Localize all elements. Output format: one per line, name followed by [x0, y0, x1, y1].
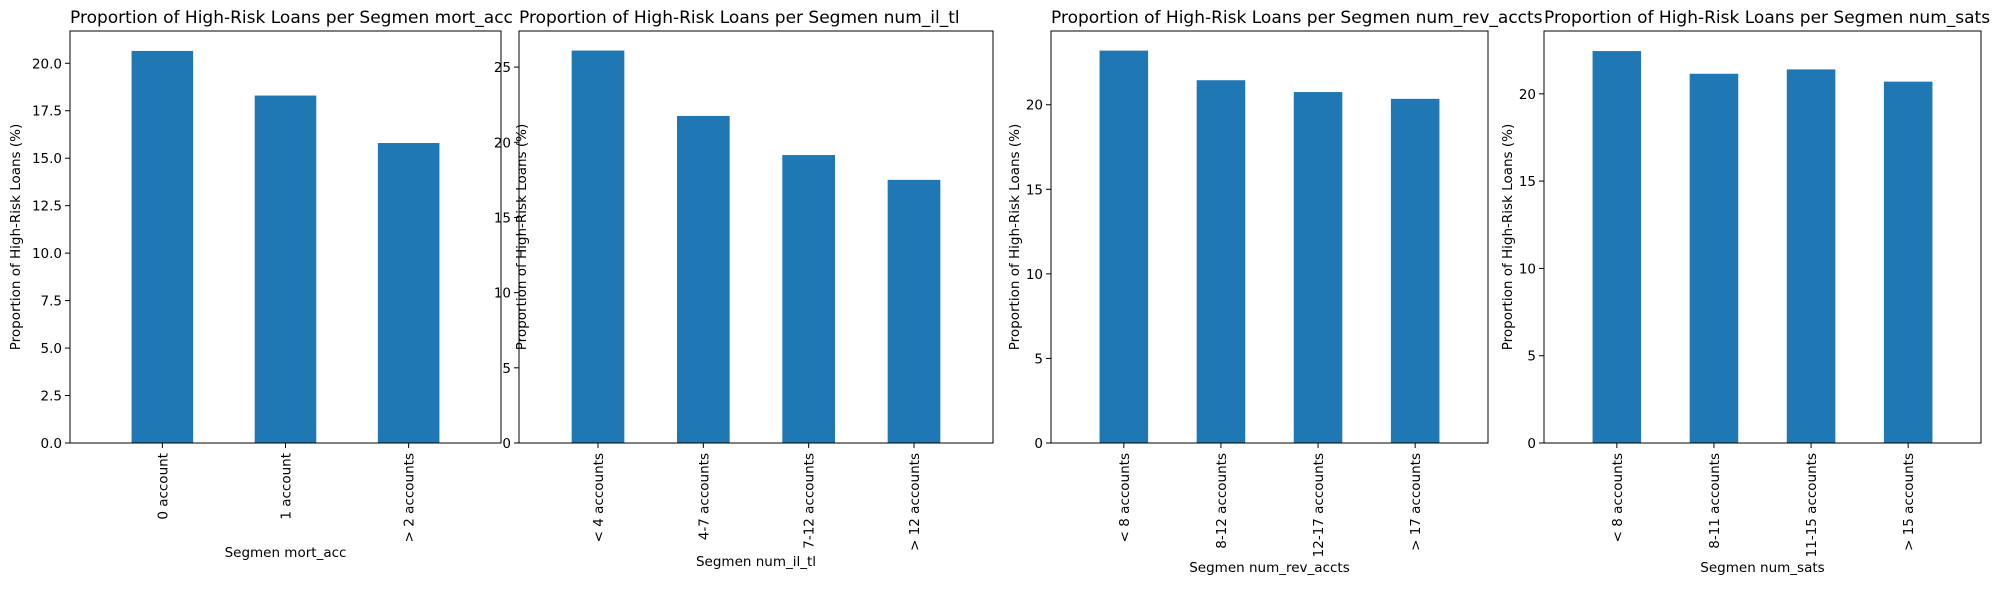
y-tick-label: 15 [494, 210, 511, 226]
subplot-2: 0 5 10 15 20 25 < 4 accounts 4-7 accounts 7-12 a… [494, 8, 994, 570]
y-tick-label: 5 [1527, 349, 1536, 365]
y-tick-label: 0.0 [41, 436, 62, 452]
x-tick-label: 11-15 accounts [1804, 453, 1820, 557]
x-tick-label: > 15 accounts [1901, 453, 1917, 551]
y-tick-label: 15 [1519, 174, 1536, 190]
y-tick-label: 0 [1527, 436, 1536, 452]
bar-1 [1099, 50, 1149, 444]
subplot-1: 0.0 2.5 5.0 7.5 10.0 12.5 15.0 17.5 20.0 0 accoun… [8, 8, 513, 561]
y-tick-label: 0 [502, 436, 511, 452]
x-axis-label: Segmen num_il_tl [696, 554, 816, 570]
x-axis-label: Segmen num_rev_accts [1189, 560, 1350, 576]
y-tick-label: 12.5 [32, 199, 62, 215]
x-tick-label: 0 account [155, 453, 171, 520]
y-tick-label: 20 [1026, 98, 1043, 114]
y-axis-label: Proportion of High-Risk Loans (%) [1007, 124, 1023, 350]
y-tick-label: 15.0 [32, 151, 62, 167]
y-tick-label: 2.5 [41, 389, 62, 405]
y-axis-label: Proportion of High-Risk Loans (%) [8, 124, 24, 350]
y-tick-label: 10 [1026, 267, 1043, 283]
bar-3 [1786, 69, 1836, 443]
y-tick-label: 5 [1034, 351, 1043, 367]
chart-title: Proportion of High-Risk Loans per Segmen… [1544, 8, 1990, 28]
bar-1 [1592, 51, 1642, 443]
x-tick-label: 4-7 accounts [696, 453, 712, 540]
y-tick-label: 7.5 [41, 294, 62, 310]
bar-3 [782, 155, 835, 444]
bar-2 [677, 115, 730, 444]
y-tick-label: 20 [1519, 87, 1536, 103]
y-tick-label: 20.0 [32, 56, 62, 72]
x-tick-label: 8-11 accounts [1707, 453, 1723, 549]
y-tick-label: 5 [502, 361, 511, 377]
y-tick-label: 25 [494, 60, 511, 76]
x-tick-label: 12-17 accounts [1311, 453, 1327, 557]
axes-frame [1050, 30, 1489, 444]
subplot-3: 0 5 10 15 20 < 8 accounts 8-12 accounts 12-17 a… [1007, 8, 1543, 576]
y-axis-label: Proportion of High-Risk Loans (%) [514, 124, 530, 350]
bar-4 [1390, 98, 1440, 443]
chart-title: Proportion of High-Risk Loans per Segmen… [1051, 8, 1543, 28]
bar-4 [887, 179, 941, 444]
y-tick-label: 20 [494, 135, 511, 151]
y-tick-label: 0 [1034, 436, 1043, 452]
chart-title: Proportion of High-Risk Loans per Segmen… [519, 8, 960, 28]
y-tick-label: 10.0 [32, 246, 62, 262]
x-axis-label: Segmen num_sats [1700, 560, 1824, 576]
bar-3 [377, 143, 440, 443]
y-tick-label: 10 [1519, 261, 1536, 277]
x-tick-label: < 8 accounts [1610, 453, 1626, 542]
x-tick-label: < 8 accounts [1117, 453, 1133, 542]
x-tick-label: 8-12 accounts [1214, 453, 1230, 549]
bar-2 [1196, 80, 1246, 443]
bar-2 [1689, 73, 1739, 444]
x-tick-label: 7-12 accounts [802, 453, 818, 549]
y-axis-label: Proportion of High-Risk Loans (%) [1500, 124, 1516, 350]
x-axis-label: Segmen mort_acc [225, 545, 347, 561]
bar-4 [1883, 81, 1933, 443]
bar-1 [131, 50, 194, 443]
x-tick-label: > 17 accounts [1408, 453, 1424, 551]
axes-frame [518, 30, 994, 444]
chart-title: Proportion of High-Risk Loans per Segmen… [70, 8, 513, 28]
y-tick-label: 15 [1026, 182, 1043, 198]
axes-frame [1543, 30, 1982, 444]
bar-1 [571, 50, 625, 444]
bar-2 [254, 95, 317, 444]
y-tick-label: 5.0 [41, 341, 62, 357]
bar-3 [1293, 92, 1343, 443]
x-tick-label: < 4 accounts [591, 453, 607, 542]
x-tick-label: > 2 accounts [402, 453, 418, 542]
subplot-4: 0 5 10 15 20 < 8 accounts 8-11 accounts 11-15 a… [1500, 8, 1990, 576]
x-tick-label: > 12 accounts [907, 453, 923, 551]
y-tick-label: 10 [494, 286, 511, 302]
y-tick-label: 17.5 [32, 104, 62, 120]
x-tick-label: 1 account [279, 453, 295, 520]
